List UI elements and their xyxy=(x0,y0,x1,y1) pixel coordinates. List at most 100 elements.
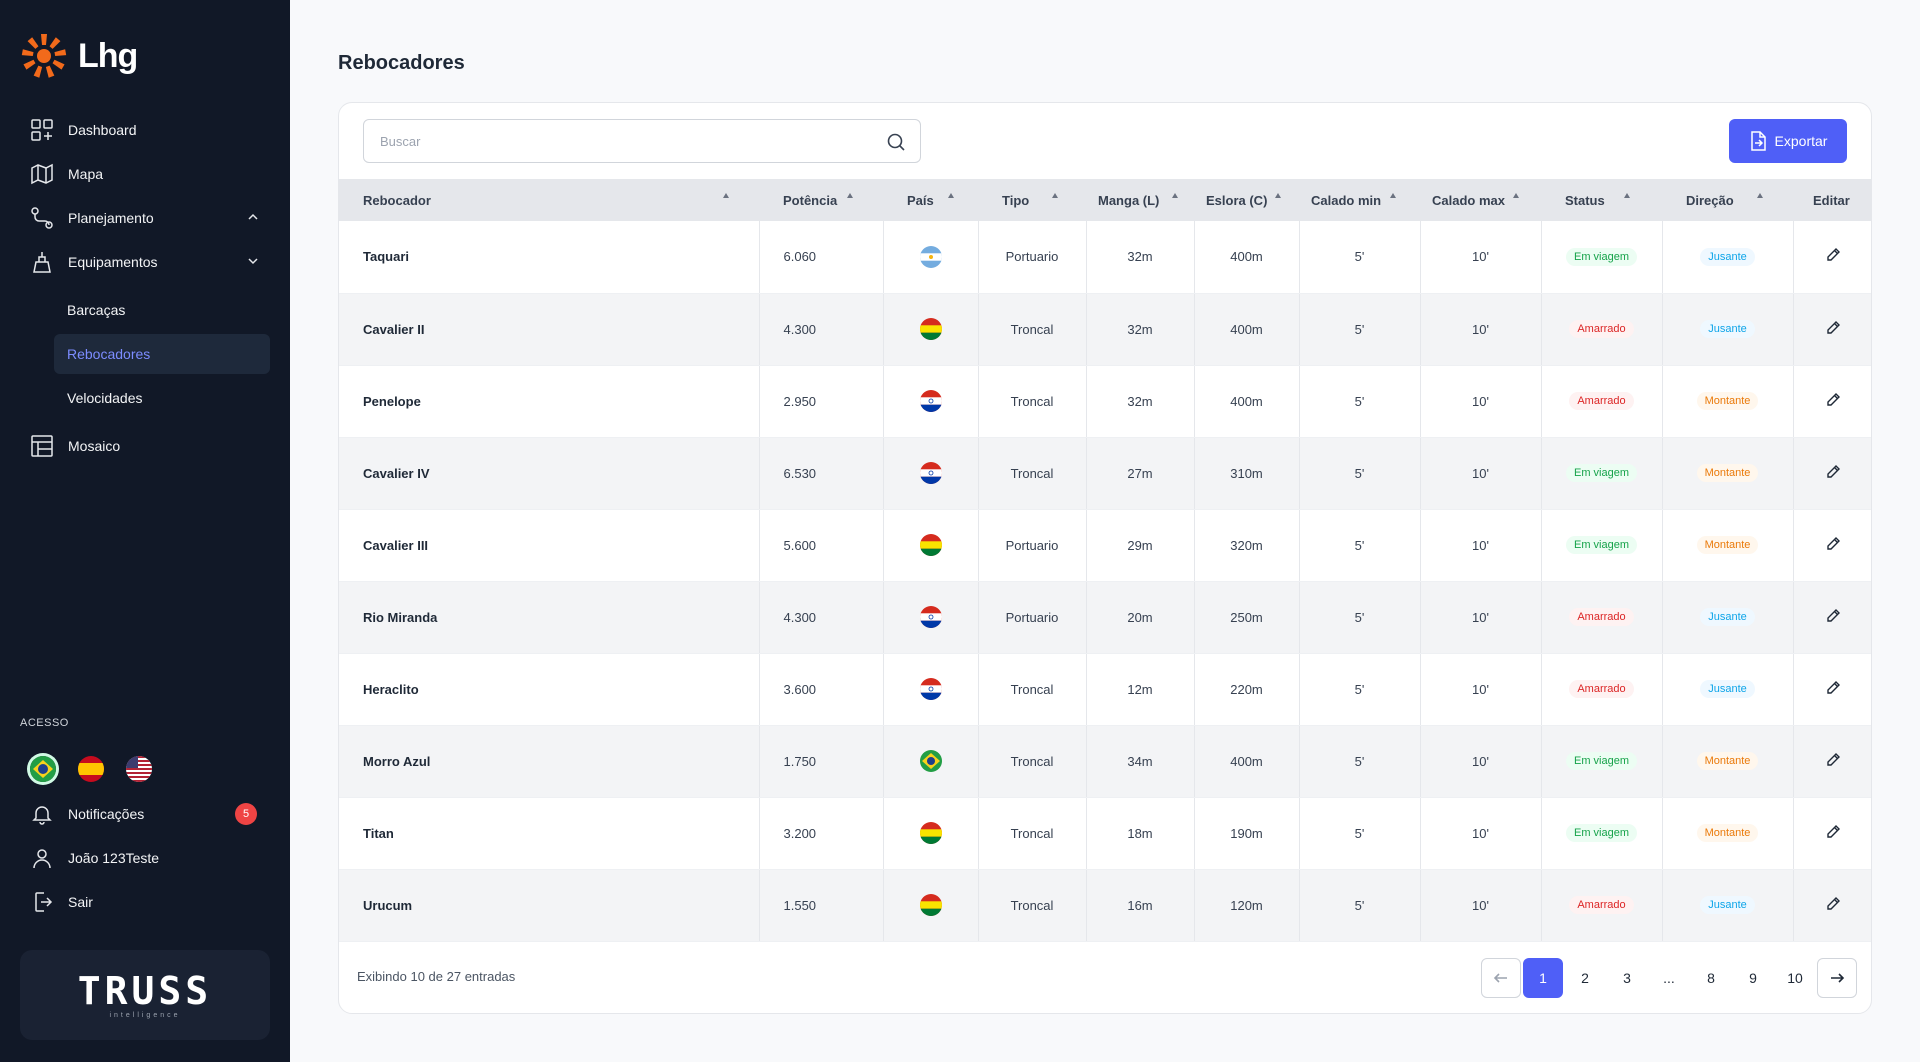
cell-calado-max: 10' xyxy=(1420,365,1542,438)
edit-pencil-icon[interactable] xyxy=(1825,247,1841,263)
col-header-label: Manga (L) xyxy=(1098,192,1160,208)
sort-icon[interactable] xyxy=(1390,193,1396,198)
cell-editar xyxy=(1793,869,1871,942)
nav-planejamento[interactable]: Planejamento xyxy=(30,206,260,230)
cell-direcao: Jusante xyxy=(1662,869,1794,942)
table-row[interactable]: Cavalier III 5.600 Portuario 29m 320m 5' 10' Em… xyxy=(339,509,1871,582)
flag-paraguay-icon xyxy=(919,462,942,484)
nav-notificacoes-label: Notificações xyxy=(68,806,145,822)
page-button[interactable]: 2 xyxy=(1581,970,1589,986)
table-row[interactable]: Penelope 2.950 Troncal 32m 400m 5' 10' Amarrado… xyxy=(339,365,1871,438)
edit-pencil-icon[interactable] xyxy=(1825,536,1841,552)
nav-equipamentos-label: Equipamentos xyxy=(68,254,158,270)
logo[interactable]: Lhg xyxy=(20,32,138,80)
col-header-tipo[interactable]: Tipo xyxy=(978,179,1086,221)
sort-icon[interactable] xyxy=(1052,193,1058,198)
cell-status: Amarrado xyxy=(1541,293,1663,366)
status-badge: Em viagem xyxy=(1565,752,1638,770)
table-row[interactable]: Morro Azul 1.750 Troncal 34m 400m 5' 10' Em via… xyxy=(339,725,1871,798)
cell-calado-max: 10' xyxy=(1420,293,1542,366)
nav-sair[interactable]: Sair xyxy=(30,890,93,914)
table-row[interactable]: Heraclito 3.600 Troncal 12m 220m 5' 10' Amarrad… xyxy=(339,653,1871,726)
prev-page-button[interactable] xyxy=(1481,958,1521,998)
nav-dashboard[interactable]: Dashboard xyxy=(30,118,137,142)
sort-icon[interactable] xyxy=(847,193,853,198)
edit-pencil-icon[interactable] xyxy=(1825,680,1841,696)
nav-velocidades[interactable]: Velocidades xyxy=(67,390,143,406)
table-card: Exportar Rebocador Potência País Tipo Ma… xyxy=(338,102,1872,1014)
user-name: João 123Teste xyxy=(68,850,160,866)
nav-mapa[interactable]: Mapa xyxy=(30,162,103,186)
col-header-manga[interactable]: Manga (L) xyxy=(1086,179,1194,221)
entries-info: Exibindo 10 de 27 entradas xyxy=(357,969,516,984)
chevron-up-icon[interactable] xyxy=(246,210,260,224)
nav-equipamentos[interactable]: Equipamentos xyxy=(30,250,260,274)
chevron-down-icon[interactable] xyxy=(246,254,260,268)
cell-pais xyxy=(883,725,979,798)
sort-icon[interactable] xyxy=(1624,193,1630,198)
edit-pencil-icon[interactable] xyxy=(1825,320,1841,336)
cell-status: Em viagem xyxy=(1541,437,1663,510)
cell-pais xyxy=(883,653,979,726)
export-button[interactable]: Exportar xyxy=(1729,119,1847,163)
cell-rebocador: Heraclito xyxy=(339,653,760,726)
flag-brazil-icon xyxy=(919,750,942,772)
nav-user[interactable]: João 123Teste xyxy=(30,846,159,870)
nav-notificacoes[interactable]: Notificações xyxy=(30,802,144,826)
col-header-calado-max[interactable]: Calado max xyxy=(1420,179,1541,221)
col-header-rebocador[interactable]: Rebocador xyxy=(339,179,759,221)
page-button[interactable]: 1 xyxy=(1523,958,1563,998)
page-button[interactable]: 9 xyxy=(1749,970,1757,986)
flag-spain-icon[interactable] xyxy=(78,756,104,782)
edit-pencil-icon[interactable] xyxy=(1825,824,1841,840)
nav-mosaico[interactable]: Mosaico xyxy=(30,434,120,458)
table-row[interactable]: Taquari 6.060 Portuario 32m 400m 5' 10' Em viag… xyxy=(339,221,1871,294)
col-header-status[interactable]: Status xyxy=(1541,179,1662,221)
col-header-eslora[interactable]: Eslora (C) xyxy=(1194,179,1299,221)
table-row[interactable]: Rio Miranda 4.300 Portuario 20m 250m 5' 10' Ama… xyxy=(339,581,1871,654)
col-header-potencia[interactable]: Potência xyxy=(759,179,883,221)
cell-calado-max: 10' xyxy=(1420,437,1542,510)
nav-barcacas[interactable]: Barcaças xyxy=(67,302,126,318)
cell-status: Em viagem xyxy=(1541,725,1663,798)
cell-manga: 18m xyxy=(1086,797,1195,870)
table-row[interactable]: Titan 3.200 Troncal 18m 190m 5' 10' Em viagem Mo… xyxy=(339,797,1871,870)
sort-icon[interactable] xyxy=(1757,193,1763,198)
sort-icon[interactable] xyxy=(1172,193,1178,198)
nav-rebocadores[interactable]: Rebocadores xyxy=(54,334,270,374)
nav-sair-label: Sair xyxy=(68,894,93,910)
pagination: 1 2 3... 8 9 10 xyxy=(1481,958,1857,998)
flag-paraguay-icon xyxy=(919,606,942,628)
next-page-button[interactable] xyxy=(1817,958,1857,998)
edit-pencil-icon[interactable] xyxy=(1825,752,1841,768)
page-button[interactable]: 10 xyxy=(1787,970,1803,986)
search-input[interactable] xyxy=(364,120,920,162)
cell-potencia: 3.200 xyxy=(759,797,884,870)
search-icon[interactable] xyxy=(886,132,906,152)
table-row[interactable]: Cavalier II 4.300 Troncal 32m 400m 5' 10' Amarr… xyxy=(339,293,1871,366)
edit-pencil-icon[interactable] xyxy=(1825,464,1841,480)
col-header-direcao[interactable]: Direção xyxy=(1662,179,1793,221)
cell-status: Amarrado xyxy=(1541,581,1663,654)
flag-brazil-icon[interactable] xyxy=(30,756,56,782)
table-row[interactable]: Cavalier IV 6.530 Troncal 27m 310m 5' 10' Em vi… xyxy=(339,437,1871,510)
sort-icon[interactable] xyxy=(1513,193,1519,198)
sort-icon[interactable] xyxy=(948,193,954,198)
col-header-pais[interactable]: País xyxy=(883,179,978,221)
tugboats-table: Rebocador Potência País Tipo Manga (L) E… xyxy=(339,179,1871,942)
col-header-calado-min[interactable]: Calado min xyxy=(1299,179,1420,221)
edit-pencil-icon[interactable] xyxy=(1825,896,1841,912)
flag-usa-icon[interactable] xyxy=(126,756,152,782)
cell-direcao: Jusante xyxy=(1662,653,1794,726)
edit-pencil-icon[interactable] xyxy=(1825,608,1841,624)
page-button[interactable]: 3 xyxy=(1623,970,1631,986)
cell-pais xyxy=(883,437,979,510)
cell-eslora: 250m xyxy=(1194,581,1300,654)
sort-icon[interactable] xyxy=(1275,193,1281,198)
page-button[interactable]: 8 xyxy=(1707,970,1715,986)
edit-pencil-icon[interactable] xyxy=(1825,392,1841,408)
cell-eslora: 220m xyxy=(1194,653,1300,726)
table-row[interactable]: Urucum 1.550 Troncal 16m 120m 5' 10' Amarrado Ju… xyxy=(339,869,1871,942)
sort-icon[interactable] xyxy=(723,193,729,198)
status-badge: Amarrado xyxy=(1569,608,1634,626)
